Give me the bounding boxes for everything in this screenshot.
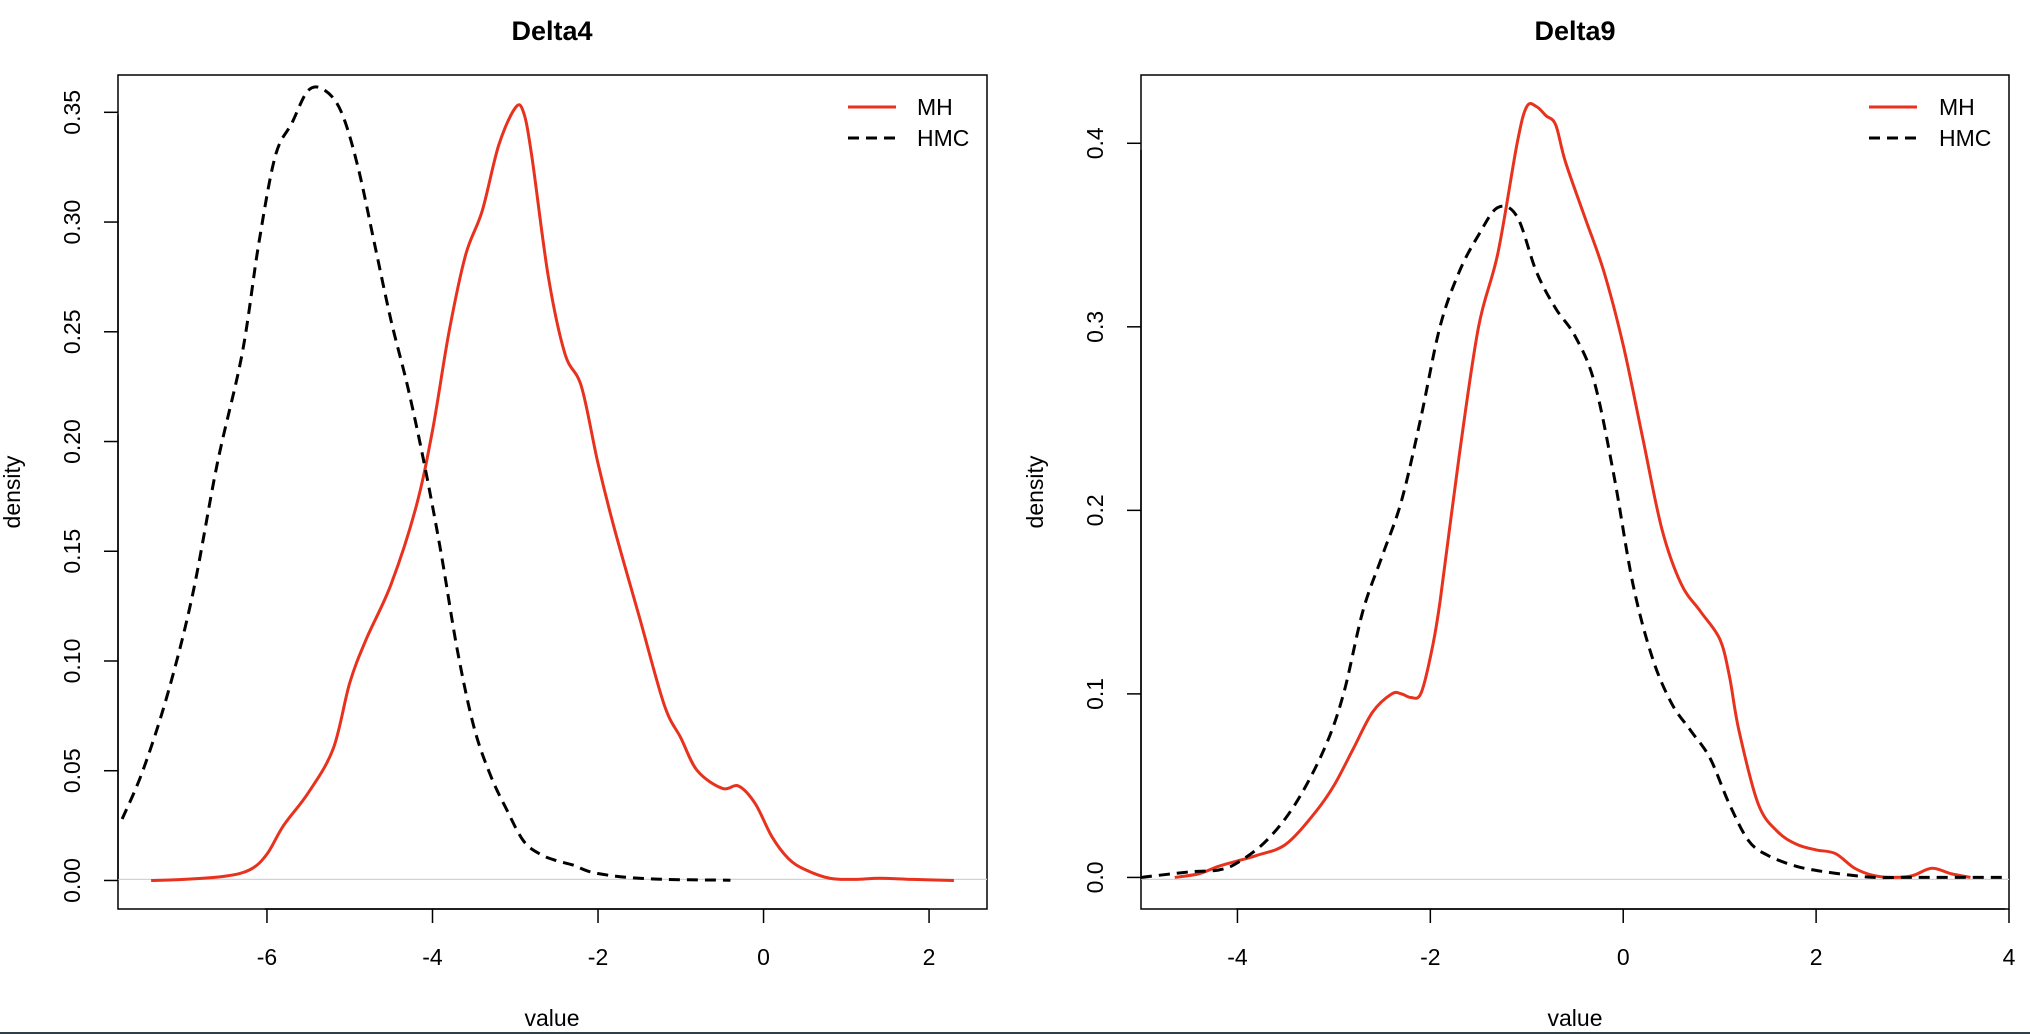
- y-tick-label: 0.0: [1082, 861, 1108, 893]
- y-axis: 0.0 0.1 0.2 0.3 0.4: [1082, 127, 1142, 893]
- delta4-plot: Delta4 -6 -4 -2 0 2 0.00 0.05 0.10 0.15 0.20 0.25…: [0, 16, 988, 1031]
- series-line-hmc: [1140, 204, 2009, 880]
- series-line-hmc: [120, 85, 731, 882]
- delta9-plot: Delta9 -4 -2 0 2 4 0.0 0.1 0.2 0.3 0.4 value den…: [1022, 16, 2016, 1031]
- y-axis-label: density: [0, 455, 25, 528]
- y-tick-label: 0.4: [1082, 127, 1108, 159]
- x-tick-label: -4: [422, 944, 443, 970]
- y-tick-label: 0.25: [59, 309, 85, 354]
- legend: MH HMC: [1869, 94, 1991, 151]
- y-tick-label: 0.35: [59, 90, 85, 135]
- x-tick-label: 2: [923, 944, 936, 970]
- x-axis: -4 -2 0 2 4: [1227, 908, 2016, 970]
- y-tick-label: 0.15: [59, 529, 85, 574]
- plot-title: Delta4: [511, 16, 592, 46]
- x-tick-label: -4: [1227, 944, 1248, 970]
- y-tick-label: 0.2: [1082, 494, 1108, 526]
- legend-hmc-label: HMC: [917, 125, 969, 151]
- x-axis: -6 -4 -2 0 2: [257, 908, 936, 970]
- x-tick-label: 0: [757, 944, 770, 970]
- y-tick-label: 0.1: [1082, 678, 1108, 710]
- legend-mh-label: MH: [1939, 94, 1975, 120]
- y-axis: 0.00 0.05 0.10 0.15 0.20 0.25 0.30 0.35: [59, 90, 119, 903]
- x-tick-label: -2: [1420, 944, 1440, 970]
- plot-title: Delta9: [1534, 16, 1615, 46]
- y-tick-label: 0.05: [59, 748, 85, 793]
- legend-mh-label: MH: [917, 94, 953, 120]
- y-tick-label: 0.20: [59, 419, 85, 464]
- series-line-mh: [1174, 102, 1971, 879]
- window-bottom-edge: [0, 1032, 2030, 1034]
- y-tick-label: 0.00: [59, 858, 85, 903]
- legend-hmc-label: HMC: [1939, 125, 1991, 151]
- y-axis-label: density: [1022, 455, 1048, 528]
- x-axis-label: value: [1548, 1005, 1603, 1031]
- y-tick-label: 0.10: [59, 639, 85, 684]
- series-line-mh: [151, 103, 954, 882]
- y-tick-label: 0.30: [59, 200, 85, 245]
- x-tick-label: 0: [1617, 944, 1630, 970]
- legend: MH HMC: [848, 94, 969, 151]
- x-tick-label: -6: [257, 944, 277, 970]
- x-axis-label: value: [525, 1005, 580, 1031]
- y-tick-label: 0.3: [1082, 311, 1108, 343]
- x-tick-label: 4: [2003, 944, 2016, 970]
- x-tick-label: 2: [1810, 944, 1823, 970]
- x-tick-label: -2: [588, 944, 608, 970]
